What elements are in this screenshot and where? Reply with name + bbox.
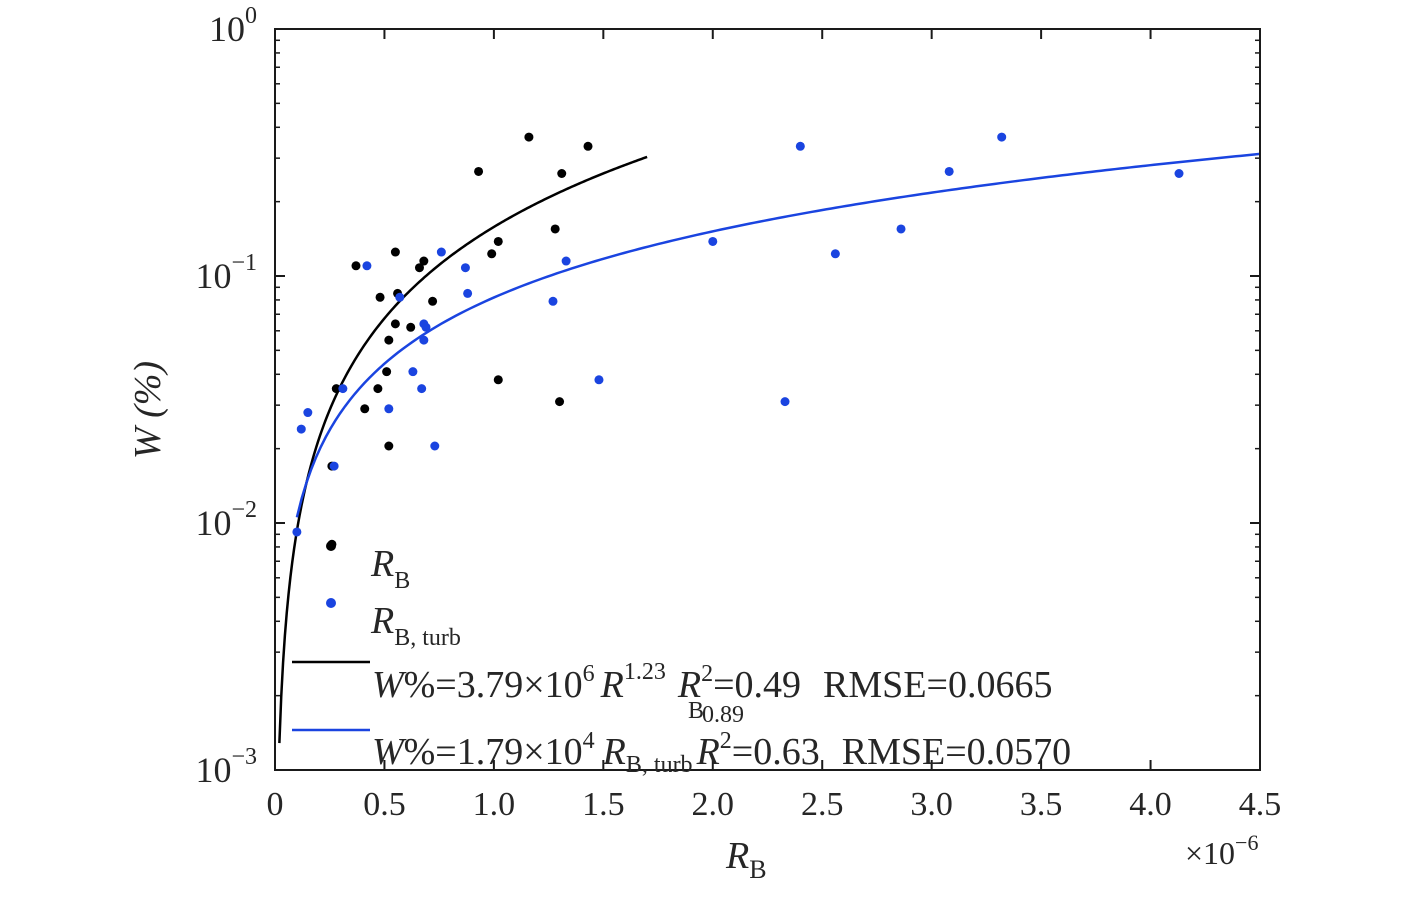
legend-label-fit-rb: W%=3.79×106 R1.23 R2=0.49 RMSE=0.0665	[372, 659, 1052, 706]
y-tick-label: 10−1	[195, 250, 257, 296]
data-point-rbturb	[384, 404, 394, 414]
data-point-rbturb	[292, 527, 302, 537]
data-point-rbturb	[997, 132, 1007, 142]
data-point-rb	[406, 322, 416, 332]
data-point-rbturb	[708, 236, 718, 246]
x-tick-label: 2.0	[692, 786, 735, 823]
x-tick-label: 2.5	[801, 786, 844, 823]
data-point-rbturb	[830, 249, 840, 259]
data-point-rbturb	[594, 375, 604, 385]
y-tick-label: 100	[209, 3, 257, 49]
legend-marker-rb	[326, 541, 336, 551]
data-point-rbturb	[430, 441, 440, 451]
data-point-rb	[428, 296, 438, 306]
legend-label-fit-rbturb: W%=1.79×104 RB, turb R2=0.63 RMSE=0.0570	[372, 728, 1071, 778]
x-axis-ticks: 0 0.5 1.0 1.5 2.0 2.5 3.0 3.5 4.0 4.5	[267, 29, 1282, 823]
data-point-rbturb	[417, 384, 427, 394]
data-point-rb	[351, 261, 361, 271]
x-tick-label: 0.5	[363, 786, 406, 823]
x-tick-label: 4.5	[1239, 786, 1282, 823]
y-axis-ticks: 10−3 10−2 10−1 100	[195, 3, 1260, 790]
x-tick-label: 0	[267, 786, 284, 823]
data-point-rb	[493, 236, 503, 246]
data-point-rb	[487, 249, 497, 259]
data-point-rb	[493, 375, 503, 385]
data-point-rb	[384, 335, 394, 345]
x-tick-label: 1.5	[582, 786, 625, 823]
data-point-rbturb	[944, 166, 954, 176]
data-point-rb	[375, 292, 385, 302]
data-point-rbturb	[421, 322, 431, 332]
data-point-rbturb	[338, 384, 348, 394]
data-point-rb	[390, 247, 400, 257]
data-point-rbturb	[1174, 169, 1184, 178]
data-point-rb	[382, 367, 392, 377]
y-axis-label: W (%)	[127, 361, 169, 459]
data-point-rb	[419, 256, 429, 266]
data-point-rbturb	[296, 424, 306, 434]
y-tick-label: 10−3	[195, 744, 257, 790]
data-point-rb	[557, 169, 567, 178]
data-point-rb	[474, 166, 484, 176]
x-tick-label: 3.0	[910, 786, 953, 823]
data-point-rb	[524, 132, 534, 142]
legend-label-rb: RB	[370, 543, 410, 594]
x-axis-multiplier: ×10−6	[1185, 830, 1258, 871]
plot-frame	[274, 28, 1261, 771]
data-point-rb	[360, 404, 370, 414]
data-point-rbturb	[436, 247, 446, 257]
data-point-rbturb	[795, 141, 805, 151]
data-point-rb	[331, 384, 341, 394]
y-tick-label: 10−2	[195, 497, 257, 543]
legend-fit-rb-subscripts: B0.89	[688, 698, 744, 728]
legend-marker-rbturb	[326, 598, 336, 608]
data-points	[292, 132, 1184, 549]
data-point-rbturb	[303, 408, 313, 418]
data-point-rb	[390, 319, 400, 329]
data-point-rb	[550, 224, 560, 234]
plot-area	[275, 29, 1260, 770]
x-tick-label: 4.0	[1129, 786, 1172, 823]
data-point-rbturb	[896, 224, 906, 234]
data-point-rbturb	[395, 292, 405, 302]
x-tick-label: 3.5	[1020, 786, 1063, 823]
data-point-rb	[583, 141, 593, 151]
data-point-rbturb	[419, 335, 429, 345]
data-point-rbturb	[460, 263, 470, 273]
data-point-rbturb	[561, 256, 571, 266]
data-point-rb	[555, 397, 565, 407]
data-point-rbturb	[362, 261, 372, 271]
data-point-rbturb	[408, 367, 418, 377]
data-point-rbturb	[548, 296, 558, 306]
legend: RB RB, turb W%=3.79×106 R1.23 R2=0.49 RMSE=…	[292, 541, 1071, 778]
fit-line-1	[295, 152, 1261, 518]
data-point-rbturb	[329, 461, 339, 471]
data-point-rb	[373, 384, 383, 394]
data-point-rb	[384, 441, 394, 451]
x-tick-label: 1.0	[473, 786, 516, 823]
data-point-rbturb	[780, 397, 790, 407]
x-axis-label-subscript: B	[749, 855, 766, 884]
data-point-rb	[414, 263, 424, 273]
x-axis-label: RB	[725, 835, 767, 884]
data-point-rbturb	[463, 288, 473, 298]
legend-label-rbturb: RB, turb	[370, 600, 461, 651]
